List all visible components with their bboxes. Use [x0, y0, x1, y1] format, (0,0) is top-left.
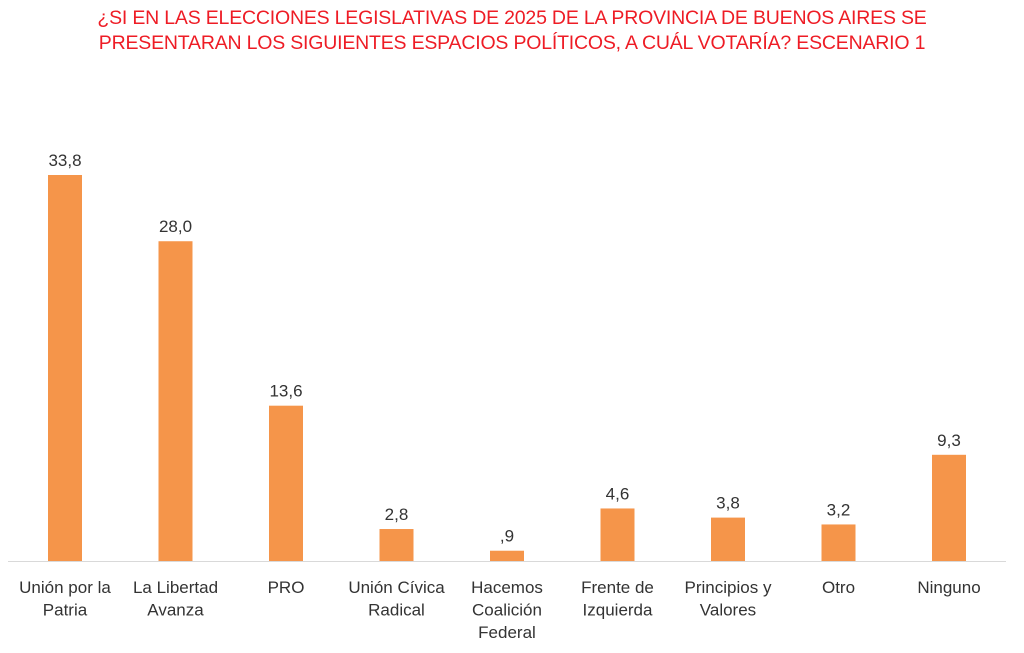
category-label: Patria [43, 601, 88, 620]
bar [379, 529, 414, 561]
data-label: 9,3 [937, 431, 961, 450]
data-label: ,9 [500, 527, 514, 546]
data-label: 28,0 [159, 217, 192, 236]
category-label: Principios y [685, 578, 772, 597]
chart-title-line-1: ¿SI EN LAS ELECCIONES LEGISLATIVAS DE 20… [97, 7, 927, 29]
data-label: 2,8 [385, 505, 409, 524]
category-label: Frente de [581, 578, 654, 597]
category-label: Izquierda [583, 601, 653, 620]
category-label: Hacemos [471, 578, 543, 597]
category-label: Unión Cívica [348, 578, 445, 597]
bar [711, 517, 745, 561]
data-label: 13,6 [269, 382, 302, 401]
category-label: Coalición [472, 601, 542, 620]
bar [158, 241, 193, 561]
category-label: Valores [700, 601, 756, 620]
category-label: Federal [478, 623, 536, 642]
bar [269, 405, 303, 561]
chart-title: ¿SI EN LAS ELECCIONES LEGISLATIVAS DE 20… [0, 6, 1024, 56]
category-label: Radical [368, 601, 425, 620]
data-label: 3,2 [827, 500, 851, 519]
bar [48, 175, 82, 561]
data-label: 33,8 [48, 151, 81, 170]
bar [600, 508, 635, 561]
category-label: Otro [822, 578, 855, 597]
bar [821, 524, 856, 561]
category-label: Ninguno [917, 578, 980, 597]
category-label: La Libertad [133, 578, 218, 597]
data-label: 3,8 [716, 494, 740, 513]
chart-title-line-2: PRESENTARAN LOS SIGUIENTES ESPACIOS POLÍ… [98, 32, 926, 54]
bar [490, 550, 524, 561]
data-label: 4,6 [606, 484, 630, 503]
category-label: Unión por la [19, 578, 111, 597]
category-label: PRO [268, 578, 305, 597]
bar [932, 454, 966, 561]
category-label: Avanza [147, 601, 204, 620]
